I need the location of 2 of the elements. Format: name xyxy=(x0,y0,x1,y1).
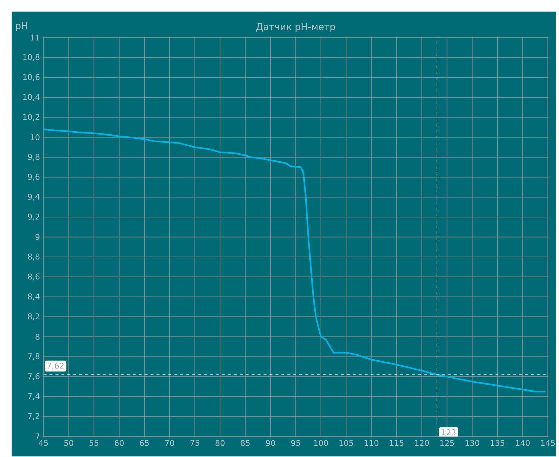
y-axis-title: pH xyxy=(16,22,28,32)
chart-title: Датчик pH-метр xyxy=(256,24,336,33)
